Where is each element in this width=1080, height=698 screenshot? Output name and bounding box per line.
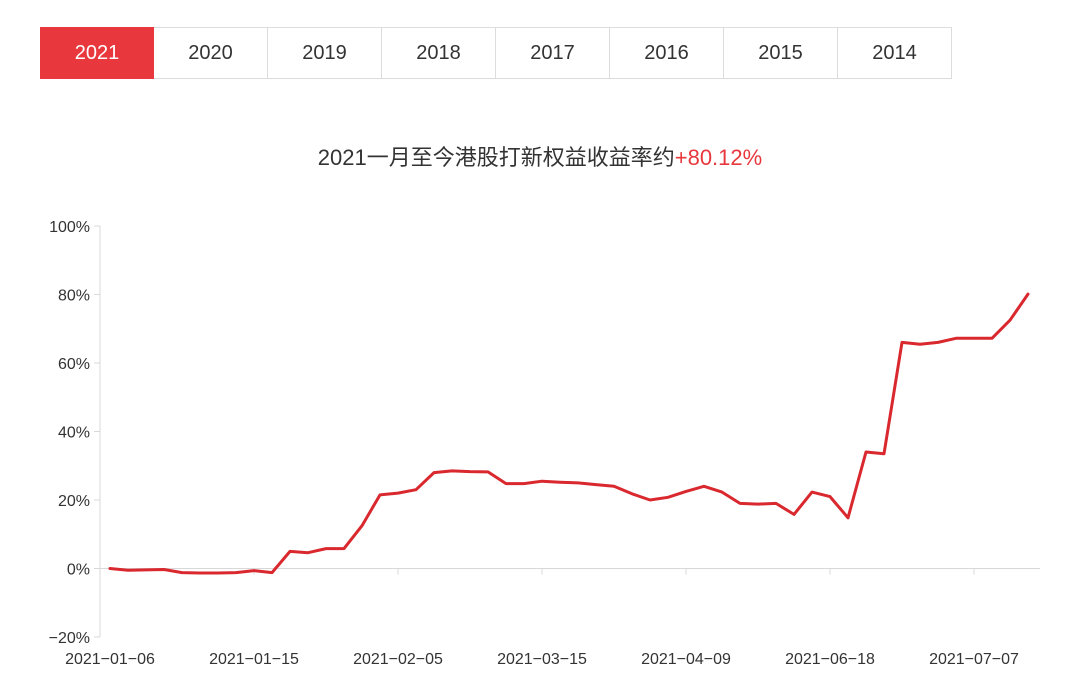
y-tick-label: 40% bbox=[58, 425, 90, 442]
x-tick-label: 2021−07−07 bbox=[929, 651, 1019, 668]
year-tab-2014[interactable]: 2014 bbox=[838, 27, 952, 79]
year-tab-2018[interactable]: 2018 bbox=[382, 27, 496, 79]
chart-title: 2021一月至今港股打新权益收益率约+80.12% bbox=[0, 140, 1080, 172]
x-tick-label: 2021−04−09 bbox=[641, 651, 731, 668]
y-tick-label: 0% bbox=[67, 562, 90, 579]
x-tick-label: 2021−01−06 bbox=[65, 651, 155, 668]
x-tick-label: 2021−03−15 bbox=[497, 651, 587, 668]
year-tab-2020[interactable]: 2020 bbox=[154, 27, 268, 79]
chart-title-prefix: 2021一月至今港股打新权益收益率约 bbox=[317, 145, 675, 170]
chart-title-highlight: +80.12% bbox=[674, 145, 763, 170]
year-tabs: 2021 2020 2019 2018 2017 2016 2015 2014 bbox=[40, 27, 952, 79]
x-tick-label: 2021−01−15 bbox=[209, 651, 299, 668]
y-tick-label: 80% bbox=[58, 288, 90, 305]
x-tick-label: 2021−02−05 bbox=[353, 651, 443, 668]
year-tab-2016[interactable]: 2016 bbox=[610, 27, 724, 79]
y-tick-label: 20% bbox=[58, 493, 90, 510]
year-tab-2021[interactable]: 2021 bbox=[40, 27, 154, 79]
year-tab-2017[interactable]: 2017 bbox=[496, 27, 610, 79]
y-tick-label: 60% bbox=[58, 356, 90, 373]
year-tab-2019[interactable]: 2019 bbox=[268, 27, 382, 79]
x-tick-label: 2021−06−18 bbox=[785, 651, 875, 668]
y-tick-label: 100% bbox=[49, 219, 90, 236]
series-line bbox=[108, 292, 1030, 575]
y-tick-label: −20% bbox=[49, 630, 90, 647]
year-tab-2015[interactable]: 2015 bbox=[724, 27, 838, 79]
